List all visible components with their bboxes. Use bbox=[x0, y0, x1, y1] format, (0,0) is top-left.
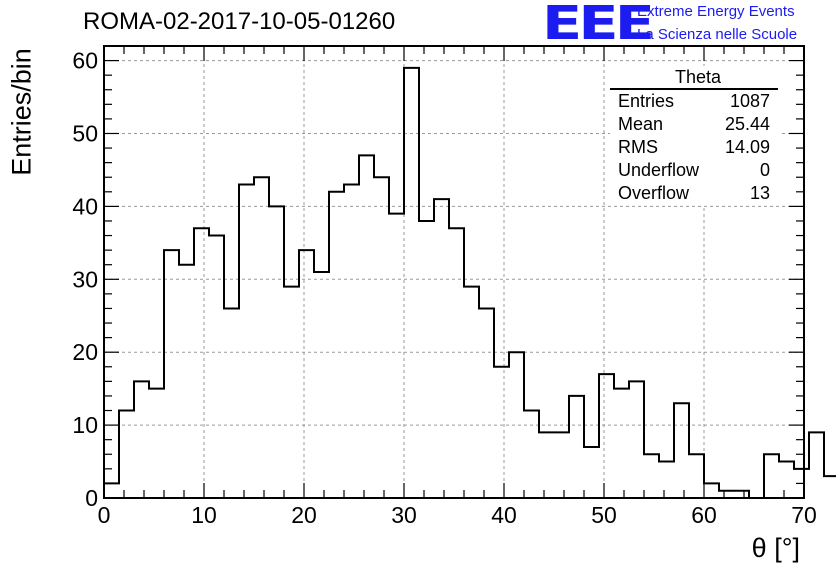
stats-label: Overflow bbox=[618, 183, 690, 203]
y-tick-label: 50 bbox=[72, 120, 98, 146]
histogram-bin bbox=[569, 396, 584, 498]
histogram-bin bbox=[314, 272, 329, 498]
logo-line-2: La Scienza nelle Scuole bbox=[637, 26, 798, 43]
histogram-bin bbox=[344, 185, 359, 498]
histogram-bin bbox=[119, 411, 134, 498]
histogram-bin bbox=[269, 206, 284, 498]
histogram-bin bbox=[614, 389, 629, 498]
histogram-bin bbox=[284, 287, 299, 498]
histogram-bin bbox=[434, 199, 449, 498]
x-tick-label: 20 bbox=[291, 502, 317, 528]
stats-box: Theta Entries 1087 Mean 25.44 RMS 14.09 … bbox=[610, 66, 780, 205]
eee-logo: EEE Extreme Energy Events La Scienza nel… bbox=[542, 0, 832, 50]
histogram-bin bbox=[809, 432, 824, 498]
histogram-bin bbox=[584, 447, 599, 498]
histogram-bin bbox=[554, 432, 569, 498]
y-tick-label: 30 bbox=[72, 266, 98, 292]
histogram-bin bbox=[524, 411, 539, 498]
histogram-bin bbox=[719, 491, 734, 498]
histogram-bin bbox=[374, 177, 389, 498]
histogram-bin bbox=[209, 236, 224, 498]
stats-label: RMS bbox=[618, 137, 658, 157]
y-tick-label: 10 bbox=[72, 412, 98, 438]
stats-divider bbox=[610, 88, 778, 90]
stats-row-rms: RMS 14.09 bbox=[610, 136, 780, 159]
histogram-bin bbox=[509, 352, 524, 498]
histogram-bin bbox=[299, 250, 314, 498]
histogram-bin bbox=[704, 483, 719, 498]
histogram-bin bbox=[329, 192, 344, 498]
stats-title: Theta bbox=[674, 67, 722, 87]
histogram-bin bbox=[464, 287, 479, 498]
histogram-bin bbox=[134, 381, 149, 498]
histogram-bin bbox=[689, 454, 704, 498]
histogram-bin bbox=[764, 454, 779, 498]
x-tick-label: 60 bbox=[691, 502, 717, 528]
stats-row-entries: Entries 1087 bbox=[610, 90, 780, 113]
histogram-bin bbox=[794, 469, 809, 498]
stats-label: Mean bbox=[618, 114, 664, 134]
histogram-bin bbox=[659, 462, 674, 498]
histogram-bin bbox=[359, 155, 374, 498]
stats-value: 25.44 bbox=[724, 114, 770, 134]
histogram-bin bbox=[479, 308, 494, 498]
histogram-bin bbox=[419, 221, 434, 498]
histogram-bin bbox=[494, 367, 509, 498]
histogram-bin bbox=[404, 68, 419, 498]
chart-title: ROMA-02-2017-10-05-01260 bbox=[83, 8, 396, 35]
histogram-bin bbox=[254, 177, 269, 498]
stats-label: Underflow bbox=[618, 160, 700, 180]
histogram-bin bbox=[149, 389, 164, 498]
x-tick-label: 30 bbox=[391, 502, 417, 528]
histogram-bin bbox=[674, 403, 689, 498]
histogram-bin bbox=[824, 476, 836, 498]
histogram-bin bbox=[629, 381, 644, 498]
stats-value: 14.09 bbox=[724, 137, 770, 157]
grid-lines bbox=[104, 46, 804, 498]
histogram-bin bbox=[644, 454, 659, 498]
stats-value: 0 bbox=[759, 160, 770, 180]
x-tick-label: 10 bbox=[191, 502, 217, 528]
stats-row-underflow: Underflow 0 bbox=[610, 159, 780, 182]
histogram-bin bbox=[779, 462, 794, 498]
histogram-bin bbox=[539, 432, 554, 498]
histogram-bin bbox=[599, 374, 614, 498]
x-tick-label: 70 bbox=[791, 502, 817, 528]
stats-row-mean: Mean 25.44 bbox=[610, 113, 780, 136]
stats-value: 13 bbox=[749, 183, 770, 203]
stats-row-overflow: Overflow 13 bbox=[610, 182, 780, 205]
histogram-outline bbox=[103, 66, 836, 499]
histogram-bin bbox=[194, 228, 209, 498]
x-tick-label: 50 bbox=[591, 502, 617, 528]
y-tick-label: 40 bbox=[72, 193, 98, 219]
y-axis-label: Entries/bin bbox=[6, 48, 37, 176]
histogram-bin bbox=[224, 308, 239, 498]
stats-label: Entries bbox=[618, 91, 675, 111]
histogram-bin bbox=[734, 491, 749, 498]
y-tick-label: 20 bbox=[72, 339, 98, 365]
tick-labels: 0 10 20 30 40 50 60 70 0 10 20 30 40 50 60 bbox=[72, 48, 816, 528]
plot-frame bbox=[103, 45, 805, 499]
histogram-bin bbox=[164, 250, 179, 498]
y-tick-label: 60 bbox=[72, 48, 98, 74]
histogram-bin bbox=[179, 265, 194, 498]
y-tick-label: 0 bbox=[85, 485, 98, 511]
histogram-bin bbox=[389, 214, 404, 498]
x-tick-label: 40 bbox=[491, 502, 517, 528]
histogram-bin bbox=[104, 483, 119, 498]
histogram-bin bbox=[239, 185, 254, 498]
histogram-bin bbox=[449, 228, 464, 498]
logo-line-1: Extreme Energy Events bbox=[637, 3, 795, 20]
stats-value: 1087 bbox=[729, 91, 770, 111]
x-axis-label: θ [°] bbox=[751, 533, 800, 563]
x-tick-label: 0 bbox=[98, 502, 111, 528]
logo-mark: EEE bbox=[542, 0, 655, 50]
